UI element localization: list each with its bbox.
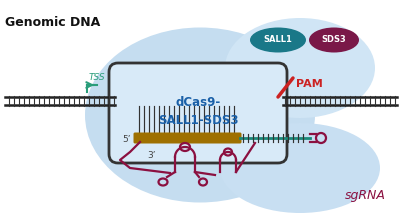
- Text: sgRNA: sgRNA: [344, 189, 386, 202]
- Text: SDS3: SDS3: [322, 36, 346, 44]
- Ellipse shape: [220, 123, 380, 213]
- Ellipse shape: [309, 27, 359, 53]
- Ellipse shape: [85, 27, 315, 202]
- FancyBboxPatch shape: [134, 133, 242, 143]
- Text: dCas9-
SALL1-SDS3: dCas9- SALL1-SDS3: [158, 97, 238, 128]
- Text: 5’: 5’: [122, 135, 131, 143]
- FancyBboxPatch shape: [109, 63, 287, 163]
- Ellipse shape: [250, 27, 306, 53]
- Text: 3’: 3’: [147, 151, 156, 160]
- Text: SALL1: SALL1: [264, 36, 292, 44]
- Text: PAM: PAM: [296, 79, 323, 89]
- Text: TSS: TSS: [89, 73, 106, 82]
- Ellipse shape: [225, 18, 375, 118]
- Text: Genomic DNA: Genomic DNA: [5, 15, 100, 29]
